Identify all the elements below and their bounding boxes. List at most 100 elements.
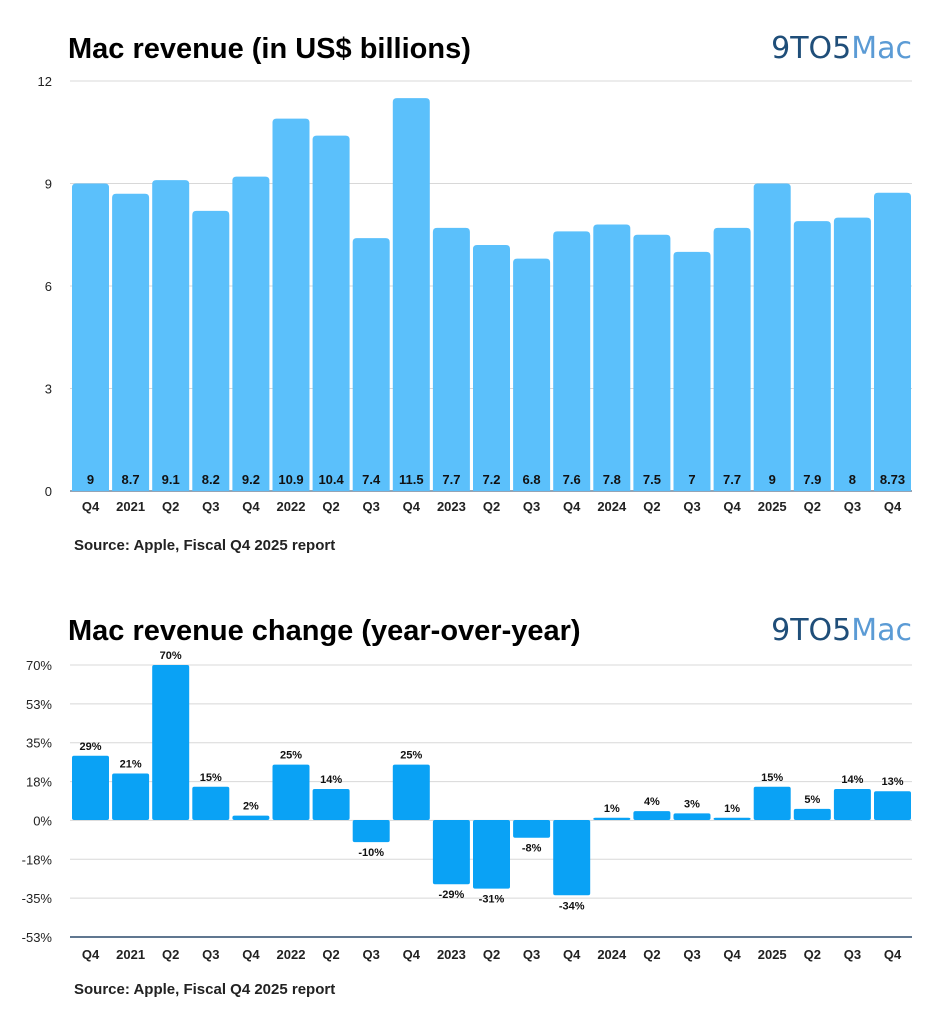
x-tick-label: Q2 bbox=[162, 499, 179, 514]
data-label: 7.5 bbox=[643, 472, 661, 487]
bar bbox=[192, 786, 230, 820]
bar bbox=[833, 217, 871, 491]
x-tick-label: Q4 bbox=[242, 947, 260, 962]
x-tick-label: Q3 bbox=[363, 499, 380, 514]
x-tick-label: Q4 bbox=[403, 947, 421, 962]
data-label: 8.2 bbox=[202, 472, 220, 487]
bar bbox=[513, 820, 551, 838]
source-note: Source: Apple, Fiscal Q4 2025 report bbox=[74, 537, 335, 554]
x-tick-label: Q4 bbox=[723, 499, 741, 514]
x-tick-label: Q2 bbox=[322, 499, 339, 514]
y-tick-label: -35% bbox=[22, 891, 53, 906]
data-label: 70% bbox=[160, 650, 182, 662]
y-tick-label: 12 bbox=[38, 74, 52, 89]
logo-9to5mac: 9TO5Mac bbox=[771, 31, 912, 66]
logo-9to5mac: 9TO5Mac bbox=[771, 613, 912, 648]
bar bbox=[312, 135, 350, 491]
bar bbox=[232, 815, 270, 820]
y-tick-label: 70% bbox=[26, 658, 52, 673]
x-tick-label: Q2 bbox=[483, 947, 500, 962]
data-label: 14% bbox=[320, 774, 342, 786]
x-tick-label: 2021 bbox=[116, 499, 145, 514]
x-tick-label: Q4 bbox=[242, 499, 260, 514]
data-label: 21% bbox=[120, 759, 142, 771]
y-tick-label: 0% bbox=[33, 813, 52, 828]
bar bbox=[673, 813, 711, 820]
data-label: 25% bbox=[400, 750, 422, 762]
data-label: 10.4 bbox=[318, 472, 344, 487]
bar bbox=[753, 786, 791, 820]
y-tick-label: -18% bbox=[22, 852, 53, 867]
y-tick-label: 3 bbox=[45, 382, 52, 397]
revenue-change-chart: Mac revenue change (year-over-year) 70% 53… bbox=[22, 615, 912, 998]
data-label: 14% bbox=[841, 774, 863, 786]
y-tick-label: 18% bbox=[26, 775, 52, 790]
data-label: 3% bbox=[684, 798, 700, 810]
data-label: 8.73 bbox=[880, 472, 905, 487]
x-tick-label: Q4 bbox=[563, 947, 581, 962]
data-label: 7 bbox=[688, 472, 695, 487]
bar bbox=[793, 808, 831, 820]
x-tick-label: Q4 bbox=[884, 947, 902, 962]
source-note: Source: Apple, Fiscal Q4 2025 report bbox=[74, 981, 335, 998]
x-tick-label: Q2 bbox=[643, 499, 660, 514]
data-label: -10% bbox=[358, 847, 384, 859]
x-tick-label: Q4 bbox=[82, 499, 100, 514]
bar bbox=[553, 820, 591, 896]
data-label: 5% bbox=[804, 794, 820, 806]
x-tick-label: Q3 bbox=[202, 947, 219, 962]
x-tick-label: Q3 bbox=[523, 947, 540, 962]
x-tick-label: Q2 bbox=[483, 499, 500, 514]
x-tick-label: 2022 bbox=[277, 947, 306, 962]
x-tick-label: 2025 bbox=[758, 499, 787, 514]
data-label: -8% bbox=[522, 843, 542, 855]
data-label: 13% bbox=[881, 776, 903, 788]
x-tick-label: Q3 bbox=[683, 499, 700, 514]
chart-title: Mac revenue (in US$ billions) bbox=[68, 33, 471, 65]
chart-title: Mac revenue change (year-over-year) bbox=[68, 615, 581, 647]
data-label: 8 bbox=[849, 472, 856, 487]
x-tick-label: Q3 bbox=[363, 947, 380, 962]
bar bbox=[272, 118, 310, 491]
data-label: 2% bbox=[243, 801, 259, 813]
x-tick-label: Q4 bbox=[723, 947, 741, 962]
bar bbox=[152, 665, 190, 820]
bar bbox=[874, 791, 911, 820]
y-tick-label: -53% bbox=[22, 930, 53, 945]
x-tick-label: Q2 bbox=[162, 947, 179, 962]
bar bbox=[432, 820, 470, 885]
bar bbox=[392, 764, 430, 820]
data-label: 7.7 bbox=[442, 472, 460, 487]
x-tick-label: 2025 bbox=[758, 947, 787, 962]
x-tick-label: Q2 bbox=[322, 947, 339, 962]
x-tick-label: 2023 bbox=[437, 499, 466, 514]
data-label: 9.2 bbox=[242, 472, 260, 487]
bar bbox=[753, 183, 791, 491]
revenue-chart: Mac revenue (in US$ billions) 0 3 6 9 12 9 Q4 8.… bbox=[38, 33, 912, 554]
bar bbox=[633, 234, 671, 491]
bar bbox=[232, 176, 270, 491]
bar bbox=[513, 258, 551, 491]
x-tick-label: Q3 bbox=[844, 499, 861, 514]
y-tick-label: 53% bbox=[26, 697, 52, 712]
x-tick-label: Q2 bbox=[643, 947, 660, 962]
x-tick-label: Q3 bbox=[844, 947, 861, 962]
bar bbox=[793, 221, 831, 492]
data-label: 1% bbox=[724, 803, 740, 815]
bar bbox=[553, 231, 591, 492]
bar bbox=[72, 755, 109, 820]
data-label: -29% bbox=[439, 889, 465, 901]
data-label: 7.7 bbox=[723, 472, 741, 487]
x-tick-label: 2022 bbox=[277, 499, 306, 514]
data-label: 7.2 bbox=[482, 472, 500, 487]
data-label: 7.8 bbox=[603, 472, 621, 487]
data-label: -31% bbox=[479, 894, 505, 906]
bar bbox=[72, 183, 109, 491]
data-label: 9 bbox=[87, 472, 94, 487]
bar bbox=[312, 789, 350, 820]
data-label: 8.7 bbox=[122, 472, 140, 487]
data-label: 9.1 bbox=[162, 472, 180, 487]
x-tick-label: Q3 bbox=[683, 947, 700, 962]
bar bbox=[593, 224, 631, 491]
